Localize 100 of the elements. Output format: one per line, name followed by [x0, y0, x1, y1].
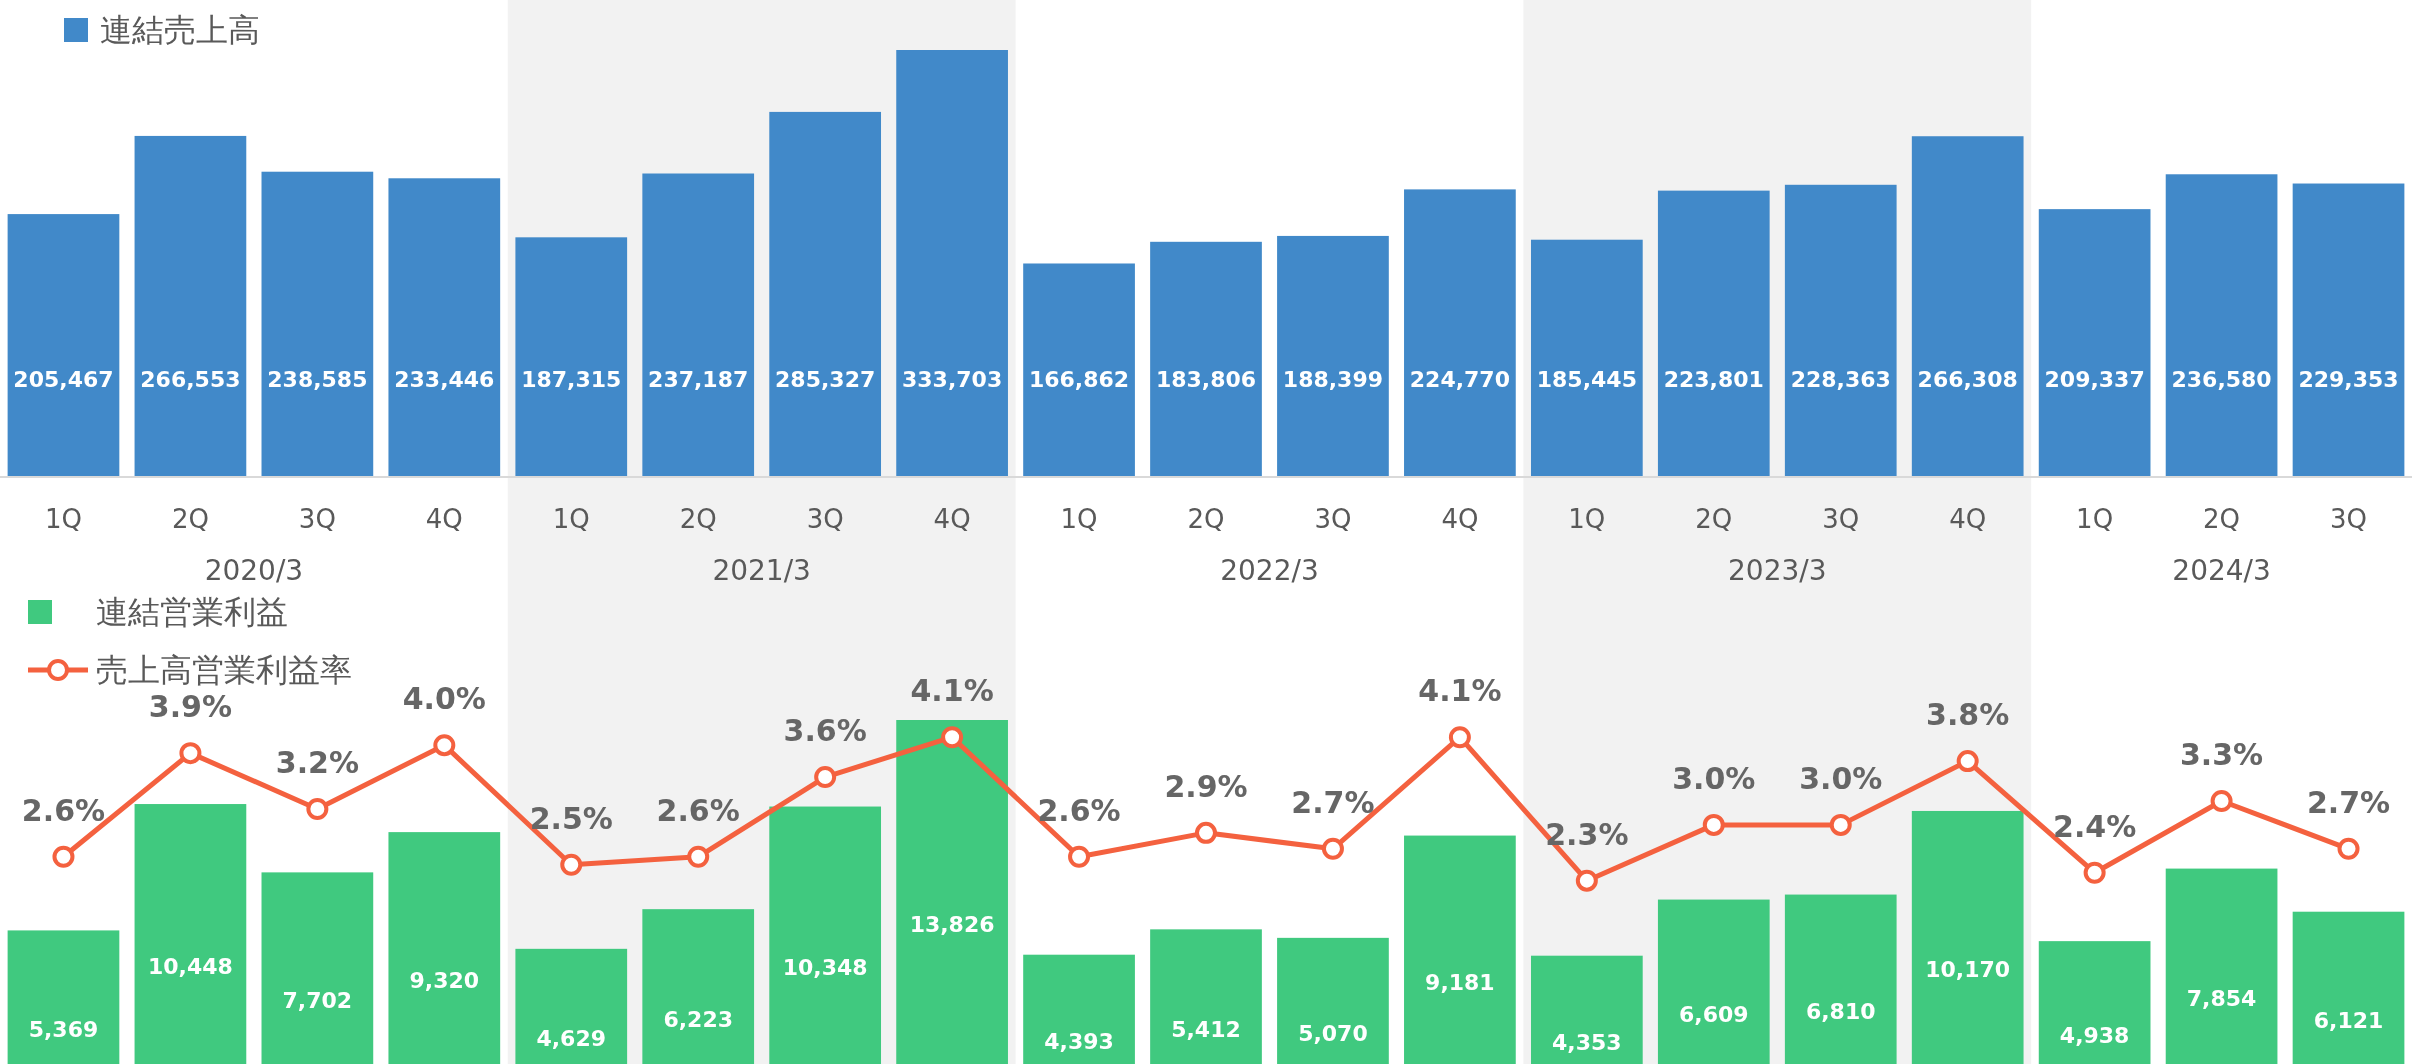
data-label: 2.3%	[1545, 816, 1629, 852]
bar	[134, 135, 247, 477]
bar	[1277, 937, 1389, 1064]
bar	[1150, 241, 1262, 477]
data-label: 5,070	[1298, 1020, 1368, 1046]
data-label: 2.7%	[2306, 784, 2391, 820]
bar	[642, 909, 755, 1064]
point	[1068, 845, 1091, 868]
x-tick-label: 4Q	[1441, 504, 1479, 534]
legend-label: 売上高営業利益率	[96, 651, 352, 689]
data-label: 224,770	[1409, 367, 1510, 392]
x-tick-label: 2Q	[1187, 504, 1225, 534]
bar	[1404, 189, 1516, 477]
legend-label: 連結売上高	[100, 11, 260, 49]
x-tick-label: 1Q	[1060, 504, 1098, 534]
x-tick-label: 3Q	[298, 504, 336, 534]
bar	[769, 806, 882, 1064]
data-label: 9,181	[1425, 969, 1495, 995]
data-label: 6,121	[2313, 1007, 2384, 1033]
point	[1829, 813, 1852, 836]
x-tick-label: 1Q	[2076, 504, 2114, 534]
data-label: 9,320	[409, 968, 480, 994]
data-label: 2.6%	[656, 792, 740, 828]
bar	[1023, 263, 1135, 477]
data-label: 3.9%	[148, 689, 233, 725]
data-label: 4,629	[536, 1026, 607, 1052]
x-tick-label: 4Q	[425, 504, 463, 534]
data-label: 4.1%	[1418, 673, 1502, 709]
data-label: 2.7%	[1291, 784, 1375, 820]
data-label: 209,337	[2044, 367, 2145, 392]
point	[1702, 813, 1725, 836]
bar	[1530, 239, 1643, 477]
data-label: 10,348	[782, 955, 868, 981]
point	[941, 726, 964, 749]
data-label: 205,467	[13, 367, 114, 392]
bar	[7, 930, 120, 1064]
x-tick-label: 4Q	[1949, 504, 1987, 534]
data-label: 166,862	[1028, 367, 1130, 392]
data-label: 266,308	[1917, 367, 2018, 392]
bar	[2165, 174, 2278, 477]
bar	[388, 832, 501, 1064]
data-label: 2.9%	[1164, 768, 1248, 804]
data-label: 7,854	[2186, 986, 2257, 1012]
x-tick-label: 3Q	[1822, 504, 1860, 534]
x-tick-label: 1Q	[552, 504, 590, 534]
point	[2210, 789, 2233, 812]
data-label: 185,445	[1536, 367, 1637, 392]
bar	[261, 171, 374, 477]
bar	[1911, 136, 2024, 477]
bar	[2038, 209, 2151, 477]
data-label: 6,810	[1805, 999, 1876, 1025]
bar	[1404, 835, 1516, 1064]
bar	[2292, 183, 2405, 477]
data-label: 4.0%	[402, 681, 486, 717]
x-tick-label: 3Q	[806, 504, 844, 534]
data-label: 333,703	[902, 367, 1003, 392]
point	[560, 853, 583, 876]
bar	[515, 948, 628, 1064]
point	[1575, 869, 1598, 892]
data-label: 187,315	[521, 367, 622, 392]
bar	[2038, 941, 2151, 1064]
data-label: 229,353	[2298, 367, 2399, 392]
data-label: 7,702	[282, 988, 353, 1014]
point	[433, 734, 456, 757]
x-tick-label: 3Q	[2330, 504, 2368, 534]
data-label: 6,609	[1678, 1001, 1749, 1027]
data-label: 3.3%	[2179, 736, 2264, 772]
data-label: 2.4%	[2053, 808, 2137, 844]
legend-label: 連結営業利益	[96, 593, 288, 631]
data-label: 2.6%	[21, 792, 106, 828]
bar	[896, 50, 1008, 477]
x-tick-label: 1Q	[44, 504, 82, 534]
bar	[1530, 955, 1643, 1064]
bar	[1150, 929, 1262, 1064]
x-tick-label: 4Q	[933, 504, 971, 534]
data-label: 236,580	[2171, 367, 2272, 392]
data-label: 10,170	[1925, 957, 2011, 983]
data-label: 266,553	[140, 367, 241, 392]
data-label: 4.1%	[910, 673, 994, 709]
data-label: 3.2%	[275, 744, 359, 780]
bar	[1784, 184, 1897, 477]
point	[687, 845, 710, 868]
bar	[515, 237, 628, 477]
data-label: 2.5%	[529, 800, 613, 836]
bar	[1277, 235, 1389, 477]
data-label: 5,369	[28, 1017, 99, 1043]
data-label: 13,826	[909, 912, 995, 937]
data-label: 4,938	[2059, 1022, 2130, 1048]
bar	[134, 804, 247, 1064]
x-tick-label: 2Q	[2203, 504, 2241, 534]
point	[2337, 837, 2360, 860]
data-label: 4,353	[1552, 1029, 1622, 1055]
bar	[261, 872, 374, 1064]
x-tick-label: 1Q	[1568, 504, 1606, 534]
data-label: 4,393	[1044, 1029, 1114, 1055]
point	[2083, 861, 2106, 884]
text: 2020/3	[204, 554, 304, 587]
bar	[769, 111, 882, 477]
data-label: 6,223	[663, 1006, 734, 1032]
bar	[896, 720, 1008, 1064]
